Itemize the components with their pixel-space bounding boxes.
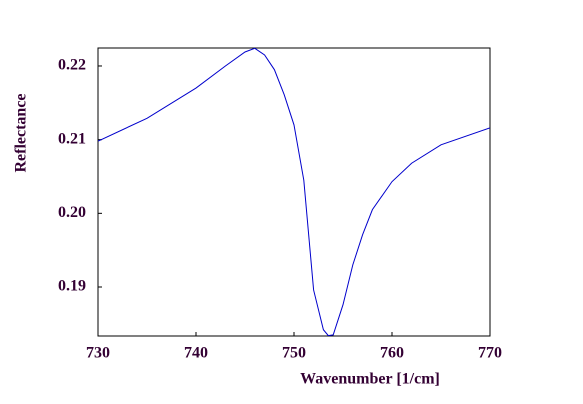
y-tick-label: 0.20 xyxy=(58,204,86,221)
x-tick-label: 740 xyxy=(184,345,208,362)
x-tick-label: 770 xyxy=(478,345,502,362)
plot-frame xyxy=(97,47,491,337)
x-tick-label: 760 xyxy=(380,345,404,362)
x-axis-label: Wavenumber [1/cm] xyxy=(300,371,440,388)
y-tick-label: 0.22 xyxy=(58,57,86,74)
y-tick-label: 0.19 xyxy=(58,278,86,295)
line-series xyxy=(98,48,490,336)
x-tick-label: 730 xyxy=(86,345,110,362)
y-axis-label: Reflectance xyxy=(13,93,30,172)
x-tick-label: 750 xyxy=(282,345,306,362)
y-tick-label: 0.21 xyxy=(58,130,86,147)
